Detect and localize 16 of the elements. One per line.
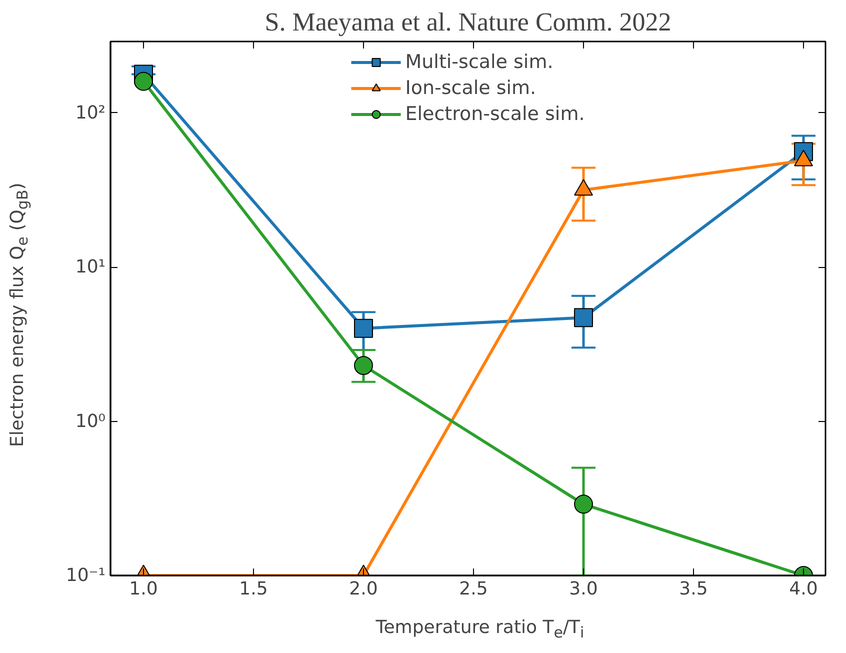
- x-tick-label: 3.5: [679, 578, 708, 600]
- x-tick-label: 1.0: [129, 578, 158, 600]
- y-tick-label: 10¹: [75, 256, 106, 278]
- y-tick-label: 10²: [75, 102, 106, 124]
- x-tick-label: 4.0: [789, 578, 818, 600]
- x-axis-title: Temperature ratio T$_{e}$/T$_{i}$: [374, 616, 586, 644]
- y-tick-label: 10⁻¹: [66, 565, 106, 586]
- x-tick-label: 3.0: [569, 578, 598, 600]
- legend-label: Electron-scale sim.: [405, 103, 585, 125]
- legend-label: Ion-scale sim.: [405, 77, 536, 99]
- legend-label: Multi-scale sim.: [405, 51, 554, 73]
- x-tick-label: 2.0: [349, 578, 378, 600]
- chart-title: S. Maeyama et al. Nature Comm. 2022: [264, 8, 672, 36]
- x-tick-label: 1.5: [239, 578, 268, 600]
- y-tick-label: 10⁰: [75, 410, 106, 432]
- x-tick-label: 2.5: [459, 578, 488, 600]
